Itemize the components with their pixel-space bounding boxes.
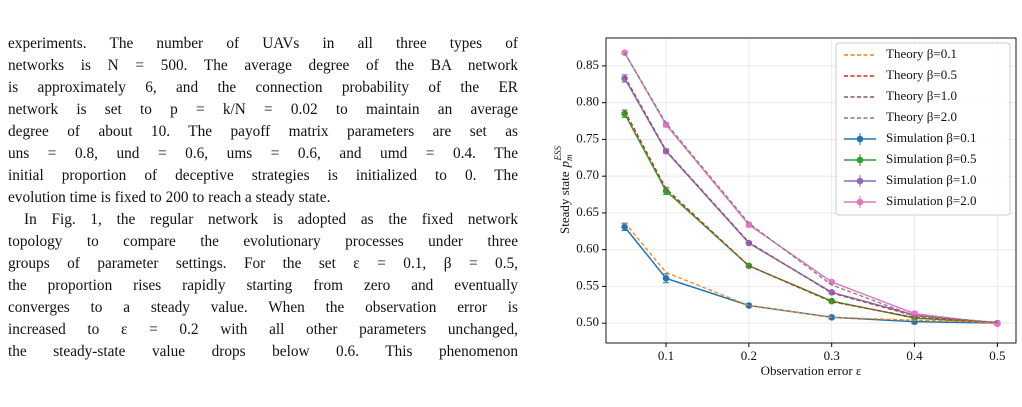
legend-box <box>835 42 1011 216</box>
y-label-part: Steady state <box>557 171 572 234</box>
text-line: degree of about 10. The payoff matrix pa… <box>8 123 518 140</box>
x-tick-label: 0.4 <box>906 348 923 363</box>
series-line <box>624 52 998 324</box>
marker <box>745 262 753 270</box>
marker <box>662 187 670 195</box>
legend-label: Theory β=1.0 <box>886 88 957 103</box>
y-tick-label: 0.75 <box>576 130 599 145</box>
y-tick-label: 0.55 <box>576 277 599 292</box>
series-line <box>623 113 998 324</box>
marker <box>662 121 670 129</box>
y-tick-label: 0.80 <box>576 94 599 109</box>
x-tick-label: 0.3 <box>824 348 840 363</box>
series-line <box>624 110 998 324</box>
text-line: groups of parameter settings. For the se… <box>8 255 518 272</box>
legend-label: Simulation β=0.1 <box>886 130 977 145</box>
marker <box>621 75 628 82</box>
text-line: experiments. The number of UAVs in all t… <box>8 35 518 52</box>
legend-swatch <box>856 156 864 164</box>
text-line: increased to ε = 0.2 with all other para… <box>8 321 518 338</box>
text-line: networks is N = 500. The average degree … <box>8 57 518 74</box>
legend-swatch <box>856 198 864 206</box>
legend-label: Simulation β=2.0 <box>886 193 977 208</box>
y-label-part: m <box>564 154 574 161</box>
text-line: is approximately 6, and the connection p… <box>8 79 518 96</box>
series-line <box>624 226 998 324</box>
text-line: initial proportion of deceptive strategi… <box>8 167 518 184</box>
text-line: In Fig. 1, the regular network is adopte… <box>24 211 518 228</box>
legend-swatch <box>856 135 864 143</box>
marker <box>828 288 836 296</box>
y-tick-label: 0.65 <box>576 204 599 219</box>
y-axis-label: Steady state pmESS <box>553 146 574 234</box>
marker <box>745 221 753 228</box>
y-label-part: p <box>557 161 572 169</box>
legend-label: Simulation β=1.0 <box>886 172 977 187</box>
marker <box>911 310 918 317</box>
text-line: the steady-state value drops below 0.6. … <box>8 343 518 360</box>
legend-swatch <box>856 177 864 185</box>
legend-label: Simulation β=0.5 <box>886 151 977 166</box>
y-tick-label: 0.70 <box>576 167 599 182</box>
x-tick-label: 0.1 <box>658 348 674 363</box>
marker <box>745 302 753 309</box>
y-tick-label: 0.50 <box>576 314 599 329</box>
marker <box>994 320 1001 328</box>
text-line: topology to compare the evolutionary pro… <box>8 233 518 250</box>
text-line: network is set to p = k/N = 0.02 to main… <box>8 101 518 118</box>
y-label-part: ESS <box>553 146 563 162</box>
text-line: converges to a steady value. When the ob… <box>8 299 518 316</box>
x-axis-label: Observation error ε <box>761 363 862 378</box>
y-tick-label: 0.85 <box>576 57 599 72</box>
marker <box>621 110 628 117</box>
text-line: the proportion rises rapidly starting fr… <box>8 277 518 294</box>
x-tick-label: 0.2 <box>741 348 757 363</box>
marker <box>662 275 670 282</box>
y-tick-label: 0.60 <box>576 241 599 256</box>
text-line: evolution time is fixed to 200 to reach … <box>8 189 331 206</box>
legend-label: Theory β=0.5 <box>886 67 957 82</box>
series-line <box>624 222 998 324</box>
legend-label: Theory β=2.0 <box>886 109 957 124</box>
plot-frame <box>605 37 1017 344</box>
text-line: uns = 0.8, und = 0.6, ums = 0.6, and umd… <box>8 145 518 162</box>
legend-label: Theory β=0.1 <box>886 46 957 61</box>
x-tick-label: 0.5 <box>989 348 1005 363</box>
